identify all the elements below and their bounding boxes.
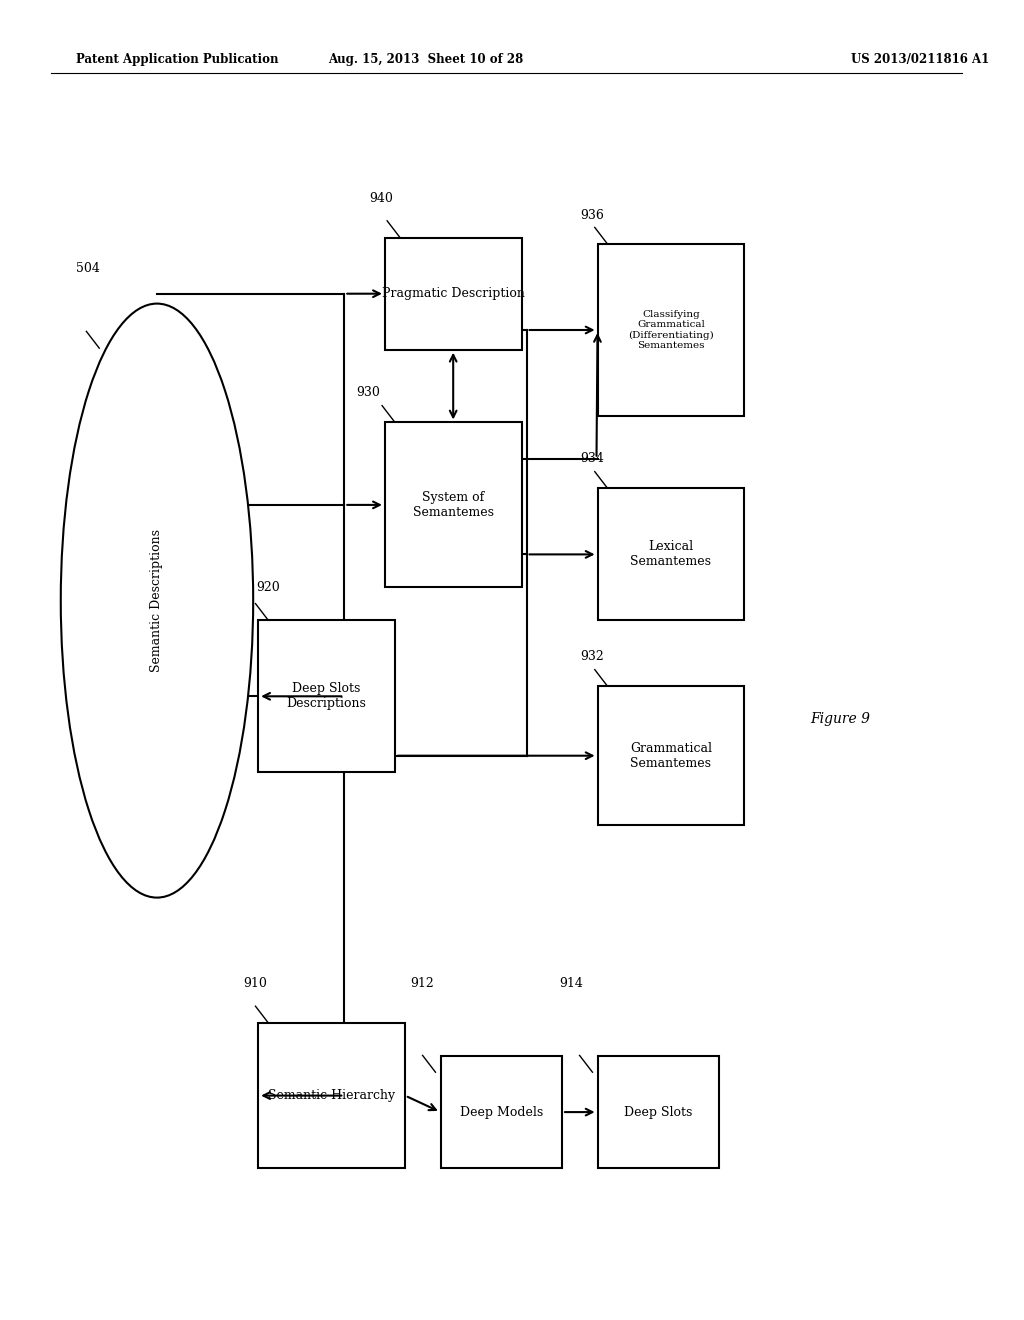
Text: 920: 920 bbox=[256, 581, 280, 594]
Text: Lexical
Semantemes: Lexical Semantemes bbox=[631, 540, 712, 569]
Text: Semantic Descriptions: Semantic Descriptions bbox=[151, 529, 164, 672]
Text: 932: 932 bbox=[581, 649, 604, 663]
FancyBboxPatch shape bbox=[440, 1056, 562, 1168]
FancyBboxPatch shape bbox=[385, 238, 521, 350]
Text: 940: 940 bbox=[370, 191, 393, 205]
Text: Deep Models: Deep Models bbox=[460, 1106, 543, 1118]
Text: Grammatical
Semantemes: Grammatical Semantemes bbox=[630, 742, 712, 770]
Text: Deep Slots
Descriptions: Deep Slots Descriptions bbox=[287, 682, 367, 710]
Text: 504: 504 bbox=[76, 261, 99, 275]
Text: 910: 910 bbox=[243, 977, 267, 990]
Ellipse shape bbox=[60, 304, 253, 898]
Text: Deep Slots: Deep Slots bbox=[624, 1106, 692, 1118]
Text: US 2013/0211816 A1: US 2013/0211816 A1 bbox=[851, 53, 989, 66]
Text: Patent Application Publication: Patent Application Publication bbox=[76, 53, 279, 66]
Text: 936: 936 bbox=[581, 209, 604, 222]
Text: Semantic Hierarchy: Semantic Hierarchy bbox=[268, 1089, 395, 1102]
FancyBboxPatch shape bbox=[258, 620, 395, 772]
FancyBboxPatch shape bbox=[598, 686, 744, 825]
Text: Figure 9: Figure 9 bbox=[810, 713, 870, 726]
Text: Pragmatic Description: Pragmatic Description bbox=[382, 288, 524, 300]
Text: 930: 930 bbox=[356, 385, 380, 399]
Text: 934: 934 bbox=[581, 451, 604, 465]
Text: Aug. 15, 2013  Sheet 10 of 28: Aug. 15, 2013 Sheet 10 of 28 bbox=[328, 53, 523, 66]
FancyBboxPatch shape bbox=[385, 422, 521, 587]
Text: System of
Semantemes: System of Semantemes bbox=[413, 491, 494, 519]
Text: Classifying
Grammatical
(Differentiating)
Semantemes: Classifying Grammatical (Differentiating… bbox=[628, 310, 714, 350]
Text: 914: 914 bbox=[559, 977, 583, 990]
Text: 912: 912 bbox=[411, 977, 434, 990]
FancyBboxPatch shape bbox=[598, 1056, 719, 1168]
FancyBboxPatch shape bbox=[258, 1023, 406, 1168]
FancyBboxPatch shape bbox=[598, 244, 744, 416]
FancyBboxPatch shape bbox=[598, 488, 744, 620]
